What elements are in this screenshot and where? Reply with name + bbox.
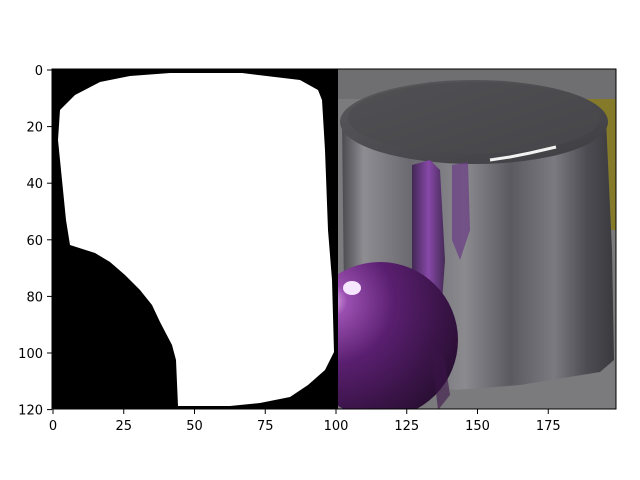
x-tick-label: 100	[324, 419, 349, 434]
y-tick-label: 0	[35, 64, 43, 79]
y-tick-label: 80	[26, 290, 43, 305]
x-tick-label: 25	[115, 419, 132, 434]
x-tick-label: 175	[536, 419, 561, 434]
photo-panel	[302, 69, 616, 418]
y-tick-label: 60	[26, 234, 43, 249]
y-tick-label: 100	[18, 347, 43, 362]
x-tick-label: 50	[186, 419, 203, 434]
mask-panel	[52, 69, 338, 409]
y-tick-label: 40	[26, 177, 43, 192]
x-tick-label: 125	[394, 419, 419, 434]
y-axis: 0 20 40 60 80 100 120	[18, 64, 52, 419]
y-tick-label: 20	[26, 121, 43, 136]
y-tick-label: 120	[18, 404, 43, 419]
x-tick-label: 75	[257, 419, 274, 434]
x-axis: 0 25 50 75 100 125 150 175	[49, 409, 561, 434]
x-tick-label: 0	[49, 419, 57, 434]
x-tick-label: 150	[465, 419, 490, 434]
